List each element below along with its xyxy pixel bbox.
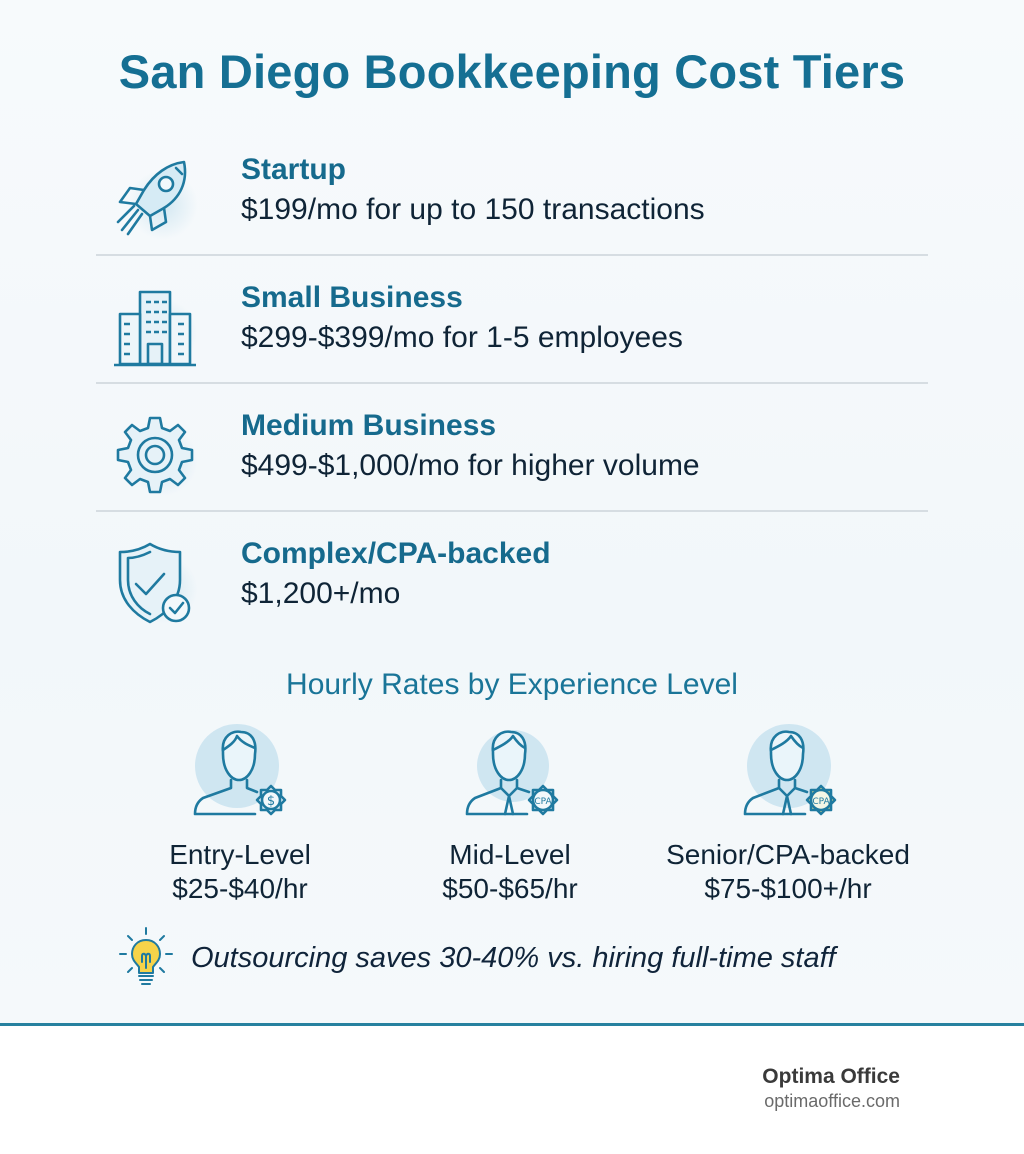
divider [96,510,928,512]
lightbulb-icon [118,926,174,990]
page-title: San Diego Bookkeeping Cost Tiers [118,45,906,98]
tier-name: Startup [241,153,346,186]
gear-icon [110,408,200,498]
experience-level: Senior/CPA-backed [666,839,910,870]
tier-name: Complex/CPA-backed [241,537,551,570]
person-gold-cpa-badge-icon: CPA [733,720,843,830]
tier-small-business: Small Business $299-$399/mo for 1-5 empl… [96,270,928,398]
tip-text: Outsourcing saves 30-40% vs. hiring full… [191,942,836,974]
svg-text:$: $ [267,794,275,809]
hourly-rate: $50-$65/hr [442,873,578,904]
brand-url[interactable]: optimaoffice.com [764,1091,900,1111]
divider [96,382,928,384]
tier-price: $1,200+/mo [241,577,401,610]
person-cpa-badge-icon: CPA [455,720,565,830]
person-dollar-badge-icon: $ [185,720,295,830]
shield-check-icon [110,536,200,626]
hourly-rate: $25-$40/hr [172,873,308,904]
office-building-icon [110,280,200,370]
bottom-divider [0,1023,1024,1026]
tier-medium-business: Medium Business $499-$1,000/mo for highe… [96,398,928,526]
tier-name: Medium Business [241,409,497,442]
rate-entry-level: $ Entry-Level $25-$40/hr [90,720,390,906]
rocket-icon [110,152,200,242]
brand-footer: Optima Office optimaoffice.com [762,1065,900,1112]
tier-complex-cpa: Complex/CPA-backed $1,200+/mo [96,526,928,654]
experience-level: Mid-Level [449,839,571,870]
tier-startup: Startup $199/mo for up to 150 transactio… [96,142,928,270]
tier-name: Small Business [241,281,463,314]
hourly-rate: $75-$100+/hr [704,873,872,904]
hourly-rates-heading: Hourly Rates by Experience Level [286,668,738,701]
tier-price: $499-$1,000/mo for higher volume [241,449,700,482]
brand-name: Optima Office [762,1065,900,1088]
divider [96,254,928,256]
tier-price: $199/mo for up to 150 transactions [241,193,705,226]
experience-level: Entry-Level [169,839,311,870]
svg-text:CPA: CPA [534,797,552,807]
tier-price: $299-$399/mo for 1-5 employees [241,321,683,354]
rate-mid-level: CPA Mid-Level $50-$65/hr [360,720,660,906]
rate-senior-cpa: CPA Senior/CPA-backed $75-$100+/hr [638,720,938,906]
svg-text:CPA: CPA [812,797,830,807]
